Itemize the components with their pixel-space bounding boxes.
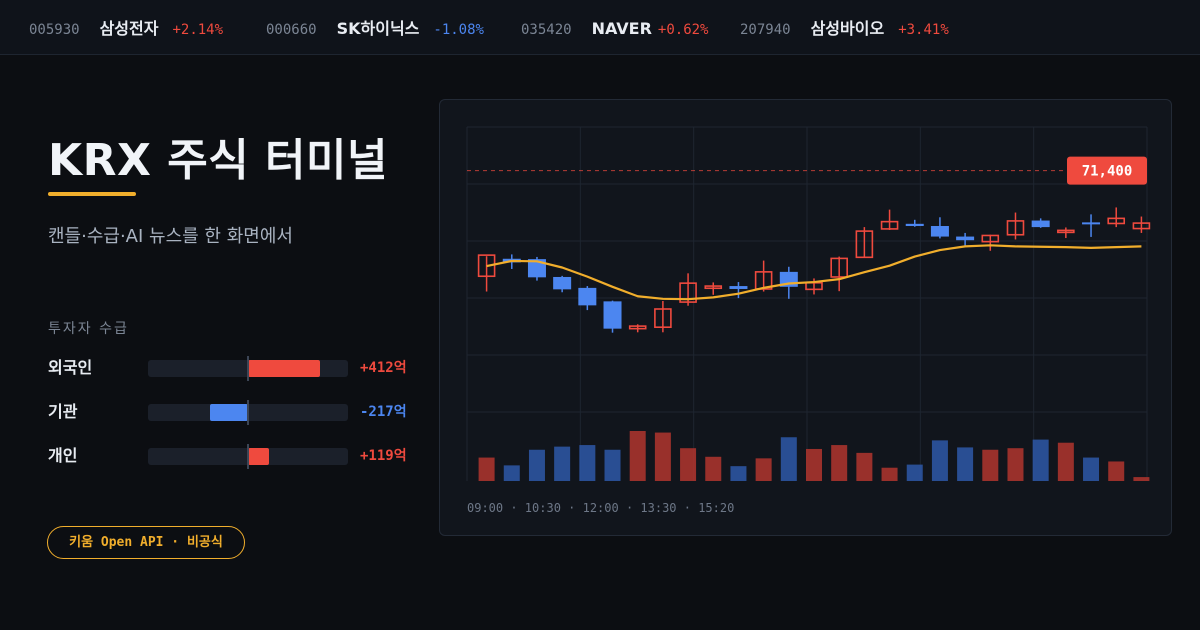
candle-body	[880, 220, 899, 230]
volume-bar	[478, 457, 495, 481]
candle-body	[956, 236, 975, 241]
volume-bar	[705, 456, 722, 481]
candle-body	[578, 287, 597, 306]
ticker-code: 207940	[740, 22, 791, 38]
flow-zero-line	[247, 356, 249, 381]
candle-body	[704, 285, 723, 290]
volume-bar	[906, 464, 923, 481]
ticker-bar: 005930 삼성전자 +2.14% 000660 SK하이닉스 -1.08% 0354…	[0, 0, 1200, 55]
api-badge[interactable]: 키움 Open API · 비공식	[47, 526, 245, 559]
volume-bar	[1057, 442, 1074, 481]
candle-body	[855, 230, 874, 259]
candle-body	[830, 257, 848, 278]
flow-bar	[248, 360, 320, 377]
volume-bar	[931, 440, 948, 481]
volume-bar	[654, 432, 671, 481]
volume-bar	[680, 448, 697, 481]
page-subtitle: 캔들·수급·AI 뉴스를 한 화면에서	[48, 226, 293, 247]
ticker-name: NAVER	[591, 19, 652, 38]
candle-body	[603, 301, 622, 329]
candle-body	[1107, 217, 1126, 225]
flow-value: +119억	[360, 448, 407, 464]
candle-body	[628, 325, 647, 330]
candle-body	[679, 282, 697, 303]
candle-body	[1082, 222, 1101, 225]
ticker-item[interactable]: 207940 삼성바이오 +3.41%	[740, 0, 949, 54]
candle-body	[905, 223, 924, 227]
flow-name: 개인	[48, 446, 78, 465]
flow-row-individual: 개인 +119억	[48, 444, 418, 469]
ticker-name: SK하이닉스	[336, 19, 420, 38]
current-price-label: 71,400	[1082, 164, 1133, 180]
page-title: KRX 주식 터미널	[48, 135, 388, 186]
flow-bar	[248, 448, 269, 465]
volume-bar	[856, 452, 873, 481]
volume-bar	[1083, 457, 1100, 481]
moving-average-line	[486, 244, 1142, 301]
ticker-change: +2.14%	[172, 22, 224, 38]
candle-body	[981, 234, 1000, 243]
flow-row-foreign: 외국인 +412억	[48, 356, 418, 381]
volume-bar	[1032, 439, 1049, 481]
volume-bar	[982, 449, 999, 481]
candle-body	[729, 286, 748, 289]
volume-bar	[1133, 477, 1150, 481]
ticker-name: 삼성전자	[99, 19, 159, 38]
ticker-item[interactable]: 035420 NAVER +0.62%	[521, 0, 708, 54]
volume-bar	[579, 445, 596, 481]
candle-body	[553, 276, 572, 290]
flow-bar-track	[148, 356, 348, 381]
candle-body	[930, 226, 949, 237]
ticker-code: 005930	[29, 22, 80, 38]
volume-bar	[831, 445, 848, 481]
volume-bar	[881, 467, 898, 481]
flow-bar-track	[148, 400, 348, 425]
volume-bar	[1108, 461, 1125, 481]
candlestick-chart[interactable]: 71,400	[440, 100, 1173, 537]
chart-panel: 71,400 09:00 · 10:30 · 12:00 · 13:30 · 1…	[439, 99, 1172, 536]
candle-body	[1031, 220, 1050, 228]
ticker-change: +3.41%	[898, 22, 949, 38]
candle-body	[1057, 229, 1075, 234]
ticker-change: +0.62%	[657, 22, 709, 38]
candle-body	[1006, 220, 1025, 236]
flow-value: +412억	[360, 360, 407, 376]
current-price-tag	[1067, 156, 1147, 185]
investor-flow-label: 투자자 수급	[48, 321, 129, 337]
volume-bar	[503, 465, 520, 481]
candle-body	[527, 259, 546, 278]
ticker-name: 삼성바이오	[810, 19, 885, 38]
flow-zero-line	[247, 444, 249, 469]
volume-bar	[629, 431, 646, 481]
flow-bar	[210, 404, 248, 421]
flow-bar-track	[148, 444, 348, 469]
candle-body	[654, 308, 672, 329]
volume-bar	[755, 458, 772, 481]
ticker-item[interactable]: 000660 SK하이닉스 -1.08%	[266, 0, 484, 54]
candle-body	[477, 254, 496, 278]
flow-zero-line	[247, 400, 249, 425]
volume-bar	[806, 448, 822, 481]
volume-bar	[554, 446, 571, 481]
ticker-code: 000660	[266, 22, 317, 38]
volume-bar	[1007, 448, 1024, 481]
volume-bar	[780, 437, 797, 481]
volume-bar	[730, 466, 747, 481]
ticker-change: -1.08%	[433, 22, 484, 38]
volume-bar	[528, 449, 545, 481]
flow-name: 기관	[48, 402, 78, 421]
time-axis-labels: 09:00 · 10:30 · 12:00 · 13:30 · 15:20	[467, 501, 735, 515]
ticker-code: 035420	[521, 22, 572, 38]
flow-value: -217억	[360, 404, 407, 420]
title-underline	[48, 192, 136, 196]
volume-bar	[604, 449, 621, 481]
ticker-item[interactable]: 005930 삼성전자 +2.14%	[29, 0, 223, 54]
volume-bar	[957, 447, 974, 481]
candle-body	[1132, 222, 1151, 230]
flow-row-institution: 기관 -217억	[48, 400, 418, 425]
flow-name: 외국인	[48, 358, 93, 377]
